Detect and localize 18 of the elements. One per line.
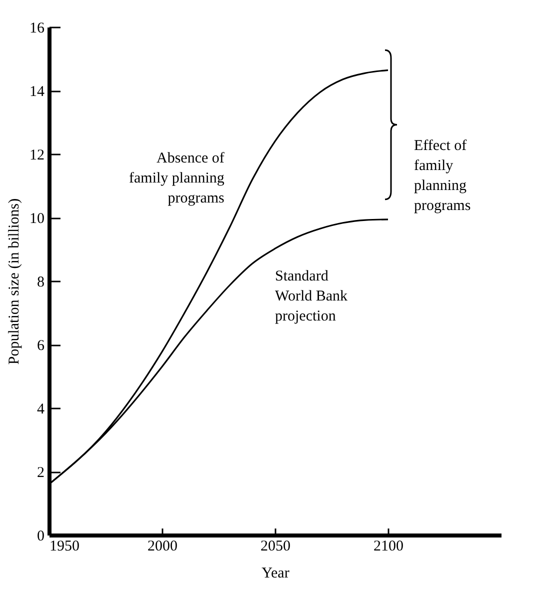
y-tick-label: 14: [30, 84, 45, 100]
series-label: Standard World Bank projection: [275, 268, 348, 325]
y-tick-label: 16: [30, 20, 45, 36]
y-tick-label: 12: [30, 148, 44, 164]
x-tick-label: 2000: [148, 538, 178, 554]
x-tick-label: 1950: [50, 538, 80, 554]
y-axis-title: Population size (in billions): [6, 198, 22, 365]
annotation: Effect of family planning programs: [414, 138, 471, 214]
x-tick-label: 2050: [260, 538, 290, 554]
y-tick-label: 6: [37, 338, 45, 354]
series-label: Absence of family planning programs: [128, 150, 225, 206]
y-tick-label: 4: [37, 402, 45, 418]
x-axis-title: Year: [262, 566, 290, 582]
y-tick-label: 10: [30, 211, 44, 227]
y-tick-label: 2: [37, 465, 44, 481]
y-tick-label: 8: [37, 274, 44, 290]
y-tick-label: 0: [37, 528, 44, 544]
x-tick-label: 2100: [374, 538, 404, 554]
